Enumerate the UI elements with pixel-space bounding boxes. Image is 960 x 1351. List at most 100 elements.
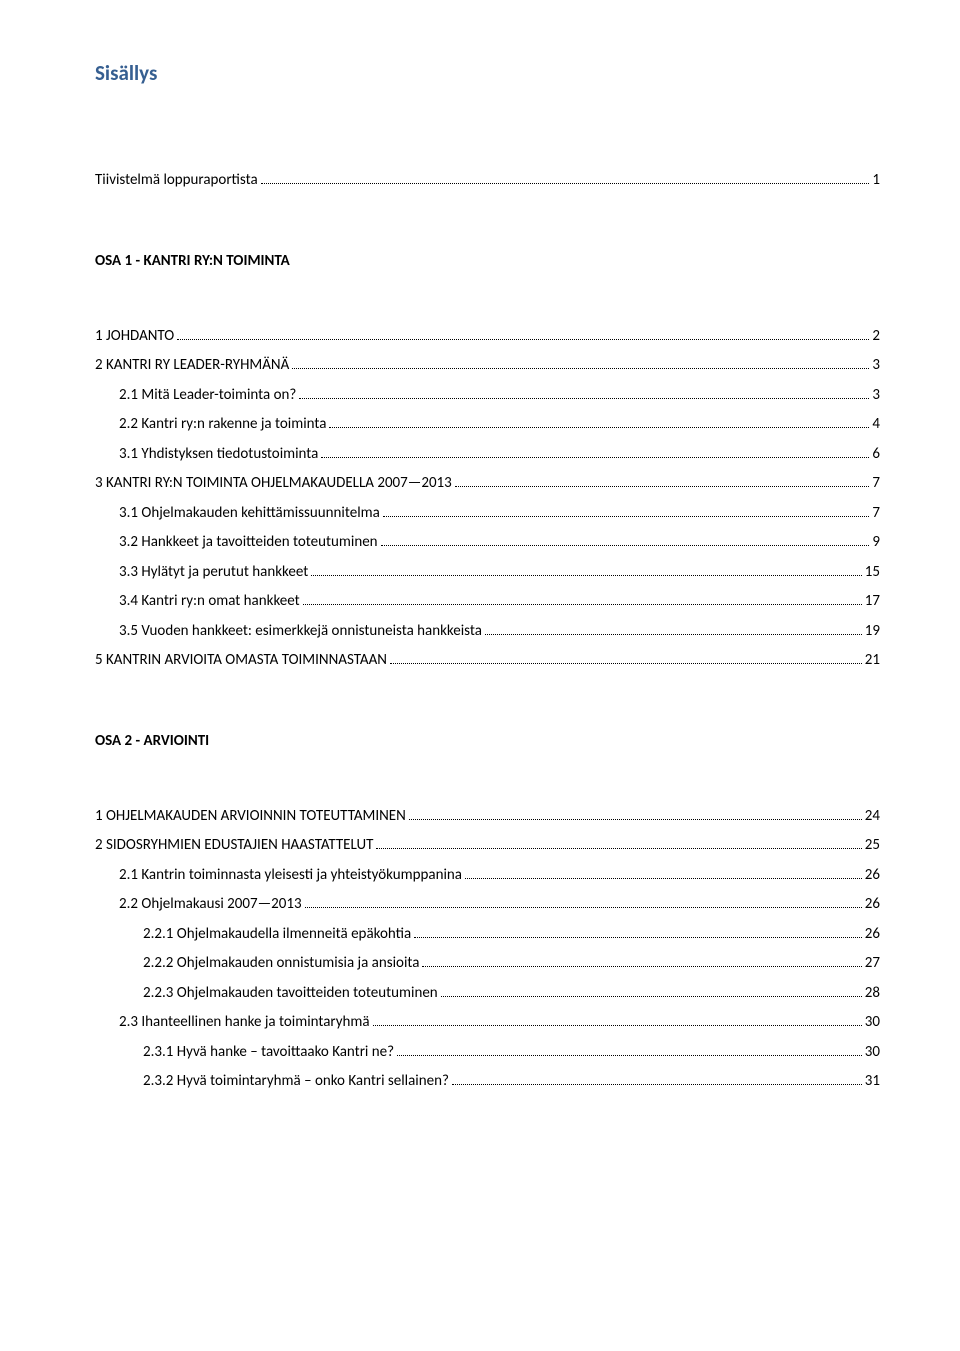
toc-page: 27 (865, 951, 880, 977)
toc-page: 30 (865, 1040, 880, 1066)
toc-leader (303, 604, 862, 605)
toc-label: 2.2.1 Ohjelmakaudella ilmenneitä epäkoht… (143, 922, 411, 948)
toc-leader (455, 486, 870, 487)
toc-entry: 2.3.2 Hyvä toimintaryhmä – onko Kantri s… (95, 1069, 880, 1095)
toc-page: 3 (872, 383, 880, 409)
toc-label: 3.5 Vuoden hankkeet: esimerkkejä onnistu… (119, 619, 482, 645)
toc-entry: 2.1 Kantrin toiminnasta yleisesti ja yht… (95, 863, 880, 889)
section-heading-1: OSA 1 - KANTRI RY:N TOIMINTA (95, 252, 880, 270)
toc-entry: 3.3 Hylätyt ja perutut hankkeet 15 (95, 560, 880, 586)
toc-label: 2.3.2 Hyvä toimintaryhmä – onko Kantri s… (143, 1069, 449, 1095)
toc-label: 2.3.1 Hyvä hanke – tavoittaako Kantri ne… (143, 1040, 394, 1066)
toc-leader (465, 878, 862, 879)
toc-leader (373, 1025, 862, 1026)
toc-leader (397, 1055, 862, 1056)
toc-entry: 3 KANTRI RY:N TOIMINTA OHJELMAKAUDELLA 2… (95, 471, 880, 497)
toc-page: 31 (865, 1069, 880, 1095)
toc-label: 2.1 Kantrin toiminnasta yleisesti ja yht… (119, 863, 462, 889)
toc-entry: 3.5 Vuoden hankkeet: esimerkkejä onnistu… (95, 619, 880, 645)
toc-page: 3 (872, 353, 880, 379)
toc-leader (390, 663, 862, 664)
toc-entry: 3.1 Yhdistyksen tiedotustoiminta 6 (95, 442, 880, 468)
toc-entry: Tiivistelmä loppuraportista 1 (95, 168, 880, 194)
toc-label: 2.3 Ihanteellinen hanke ja toimintaryhmä (119, 1010, 370, 1036)
toc-leader (452, 1084, 862, 1085)
toc-entry: 1 OHJELMAKAUDEN ARVIOINNIN TOTEUTTAMINEN… (95, 804, 880, 830)
toc-page: 26 (865, 922, 880, 948)
toc-page: 9 (872, 530, 880, 556)
toc-page: 2 (872, 324, 880, 350)
toc-label: 3.1 Ohjelmakauden kehittämissuunnitelma (119, 501, 380, 527)
toc-leader (261, 183, 870, 184)
toc-page: 7 (872, 501, 880, 527)
toc-label: 2 KANTRI RY LEADER-RYHMÄNÄ (95, 353, 289, 379)
toc-page: 30 (865, 1010, 880, 1036)
toc-entry: 2.2.2 Ohjelmakauden onnistumisia ja ansi… (95, 951, 880, 977)
toc-page: 17 (865, 589, 880, 615)
toc-leader (422, 966, 861, 967)
page-title: Sisällys (95, 60, 880, 86)
toc-entry: 5 KANTRIN ARVIOITA OMASTA TOIMINNASTAAN … (95, 648, 880, 674)
toc-label: 1 OHJELMAKAUDEN ARVIOINNIN TOTEUTTAMINEN (95, 804, 406, 830)
section-heading-2: OSA 2 - ARVIOINTI (95, 732, 880, 750)
toc-entry: 2.2 Kantri ry:n rakenne ja toiminta 4 (95, 412, 880, 438)
toc-label: 1 JOHDANTO (95, 324, 174, 350)
toc-entry: 2 KANTRI RY LEADER-RYHMÄNÄ 3 (95, 353, 880, 379)
spacer (95, 198, 880, 224)
toc-entry: 2.2 Ohjelmakausi 2007—2013 26 (95, 892, 880, 918)
spacer (95, 778, 880, 804)
toc-label: 2.2.2 Ohjelmakauden onnistumisia ja ansi… (143, 951, 419, 977)
toc-leader (485, 634, 862, 635)
toc-leader (305, 907, 862, 908)
toc-entry: 1 JOHDANTO 2 (95, 324, 880, 350)
toc-label: 3.1 Yhdistyksen tiedotustoiminta (119, 442, 318, 468)
toc-label: 2.1 Mitä Leader-toiminta on? (119, 383, 296, 409)
toc-page: 19 (865, 619, 880, 645)
toc-leader (381, 545, 870, 546)
toc-page: 1 (872, 168, 880, 194)
toc-label: 2.2 Kantri ry:n rakenne ja toiminta (119, 412, 326, 438)
toc-page: 24 (865, 804, 880, 830)
toc-leader (383, 516, 870, 517)
toc-leader (441, 996, 862, 997)
toc-entry: 3.2 Hankkeet ja tavoitteiden toteutumine… (95, 530, 880, 556)
toc-entry: 2.3 Ihanteellinen hanke ja toimintaryhmä… (95, 1010, 880, 1036)
toc-label: 5 KANTRIN ARVIOITA OMASTA TOIMINNASTAAN (95, 648, 387, 674)
spacer (95, 298, 880, 324)
toc-page: 26 (865, 892, 880, 918)
toc-page: 7 (872, 471, 880, 497)
toc-leader (311, 575, 862, 576)
toc-leader (414, 937, 862, 938)
toc-label: 3.3 Hylätyt ja perutut hankkeet (119, 560, 308, 586)
toc-leader (329, 427, 869, 428)
toc-page: 25 (865, 833, 880, 859)
toc-label: 3.4 Kantri ry:n omat hankkeet (119, 589, 300, 615)
toc-leader (376, 848, 861, 849)
toc-leader (292, 368, 869, 369)
toc-label: Tiivistelmä loppuraportista (95, 168, 258, 194)
toc-page: 4 (872, 412, 880, 438)
spacer (95, 142, 880, 168)
toc-label: 2.2.3 Ohjelmakauden tavoitteiden toteutu… (143, 981, 438, 1007)
toc-entry: 2.2.1 Ohjelmakaudella ilmenneitä epäkoht… (95, 922, 880, 948)
toc-entry: 3.1 Ohjelmakauden kehittämissuunnitelma … (95, 501, 880, 527)
toc-leader (299, 398, 869, 399)
spacer (95, 678, 880, 704)
toc-page: 28 (865, 981, 880, 1007)
toc-label: 2.2 Ohjelmakausi 2007—2013 (119, 892, 302, 918)
toc-entry: 3.4 Kantri ry:n omat hankkeet 17 (95, 589, 880, 615)
toc-entry: 2.3.1 Hyvä hanke – tavoittaako Kantri ne… (95, 1040, 880, 1066)
toc-label: 2 SIDOSRYHMIEN EDUSTAJIEN HAASTATTELUT (95, 833, 373, 859)
toc-entry: 2.1 Mitä Leader-toiminta on? 3 (95, 383, 880, 409)
toc-label: 3.2 Hankkeet ja tavoitteiden toteutumine… (119, 530, 378, 556)
toc-entry: 2.2.3 Ohjelmakauden tavoitteiden toteutu… (95, 981, 880, 1007)
toc-leader (177, 339, 869, 340)
toc-page: 15 (865, 560, 880, 586)
toc-entry: 2 SIDOSRYHMIEN EDUSTAJIEN HAASTATTELUT 2… (95, 833, 880, 859)
toc-page: 26 (865, 863, 880, 889)
toc-leader (409, 819, 862, 820)
toc-page: 6 (872, 442, 880, 468)
toc-page: 21 (865, 648, 880, 674)
toc-label: 3 KANTRI RY:N TOIMINTA OHJELMAKAUDELLA 2… (95, 471, 452, 497)
toc-leader (321, 457, 869, 458)
